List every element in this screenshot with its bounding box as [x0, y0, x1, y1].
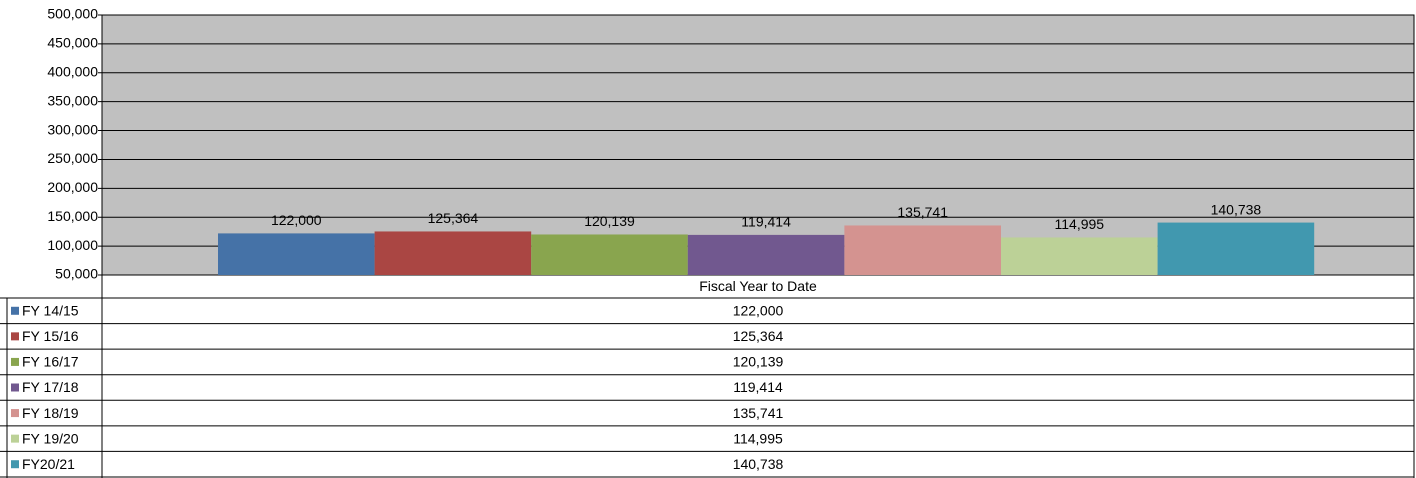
- data-label: 119,414: [741, 214, 791, 230]
- bar: [844, 225, 1001, 275]
- bar: [374, 231, 532, 275]
- legend-label: FY 15/16: [22, 328, 79, 344]
- legend-label: FY 18/19: [22, 405, 79, 421]
- legend-label: FY 17/18: [22, 379, 79, 395]
- data-label: 114,995: [1055, 216, 1105, 232]
- legend-label: FY 19/20: [22, 430, 79, 446]
- legend-swatch: [11, 460, 19, 469]
- y-tick-label: 300,000: [47, 121, 98, 137]
- bar: [531, 234, 688, 275]
- bar: [1157, 222, 1315, 275]
- table-value: 119,414: [733, 379, 783, 395]
- y-tick-label: 350,000: [47, 92, 98, 108]
- table-value: 114,995: [733, 430, 783, 446]
- legend-swatch: [11, 332, 19, 341]
- data-label: 135,741: [897, 204, 948, 220]
- bar: [218, 233, 375, 275]
- bar: [1001, 237, 1158, 275]
- y-tick-label: 50,000: [55, 266, 98, 282]
- table-value: 125,364: [733, 328, 784, 344]
- legend-swatch: [11, 306, 19, 315]
- category-label: Fiscal Year to Date: [699, 278, 817, 294]
- table-value: 120,139: [733, 354, 784, 370]
- legend-swatch: [11, 357, 19, 366]
- legend-label: FY 16/17: [22, 354, 79, 370]
- legend-swatch: [11, 409, 19, 418]
- data-label: 125,364: [428, 210, 479, 226]
- data-label: 120,139: [584, 213, 635, 229]
- table-value: 122,000: [733, 302, 784, 318]
- data-label: 140,738: [1211, 201, 1262, 217]
- y-tick-label: 100,000: [47, 237, 98, 253]
- table-value: 135,741: [733, 405, 784, 421]
- legend-label: FY20/21: [22, 456, 75, 472]
- legend-swatch: [11, 383, 19, 392]
- data-label: 122,000: [271, 212, 322, 228]
- table-value: 140,738: [733, 456, 784, 472]
- y-tick-label: 200,000: [47, 179, 98, 195]
- legend-swatch: [11, 434, 19, 443]
- y-tick-label: 400,000: [47, 63, 98, 79]
- y-tick-label: 250,000: [47, 150, 98, 166]
- y-tick-label: 450,000: [47, 35, 98, 51]
- y-tick-label: 150,000: [47, 208, 98, 224]
- legend-label: FY 14/15: [22, 302, 79, 318]
- y-tick-label: 500,000: [47, 6, 98, 22]
- bar: [687, 234, 845, 275]
